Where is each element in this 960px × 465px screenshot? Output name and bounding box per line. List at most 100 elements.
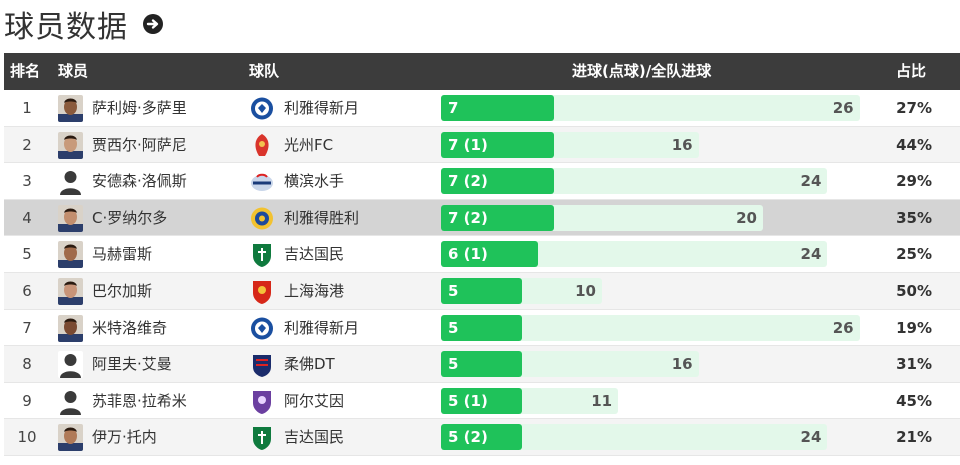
player-name-link[interactable]: 米特洛维奇	[92, 318, 168, 337]
team-name-link[interactable]: 阿尔艾因	[284, 391, 345, 410]
al-hilal-logo[interactable]	[249, 315, 275, 342]
team-name-link[interactable]: 吉达国民	[284, 245, 345, 264]
col-goals-header[interactable]: 进球(点球)/全队进球	[572, 62, 712, 80]
team-total-goals: 26	[832, 99, 854, 117]
team-total-goals: 10	[575, 281, 596, 300]
goal-share-pct: 45%	[896, 391, 932, 410]
johor-logo[interactable]	[249, 351, 275, 378]
player-avatar[interactable]	[58, 204, 83, 232]
team-total-goals: 24	[800, 172, 822, 191]
player-goals-bar: 5	[441, 351, 522, 378]
team-total-goals: 20	[736, 208, 757, 227]
al-ahli-logo[interactable]	[249, 241, 275, 268]
player-goals-bar: 5 (1)	[441, 387, 522, 414]
team-total-goals: 26	[832, 318, 854, 337]
col-rank-header[interactable]: 排名	[10, 62, 41, 80]
rank-cell: 7	[22, 318, 32, 337]
al-ahli-logo[interactable]	[249, 424, 275, 451]
player-name-link[interactable]: 马赫雷斯	[92, 245, 153, 264]
team-name-link[interactable]: 吉达国民	[284, 428, 345, 447]
table-header: 排名 球员 球队 进球(点球)/全队进球 占比	[4, 53, 960, 90]
player-avatar[interactable]	[58, 351, 83, 379]
player-stats-table: 排名 球员 球队 进球(点球)/全队进球 占比 1 萨利姆·多萨里 利雅得新月 7 26…	[4, 53, 960, 456]
team-name-link[interactable]: 利雅得新月	[284, 318, 360, 337]
table-row[interactable]: 7 米特洛维奇 利雅得新月 5 26 19%	[4, 310, 960, 347]
rank-cell: 4	[22, 208, 32, 227]
col-team-header[interactable]: 球队	[249, 62, 280, 80]
player-goals-bar: 5	[441, 277, 522, 304]
player-avatar[interactable]	[58, 314, 83, 342]
player-avatar[interactable]	[58, 277, 83, 305]
rank-cell: 8	[22, 355, 32, 374]
player-name-link[interactable]: 苏菲恩·拉希米	[92, 391, 187, 410]
table-row[interactable]: 4 C·罗纳尔多 利雅得胜利 7 (2) 20 35%	[4, 199, 960, 237]
player-goals-bar: 5 (2)	[441, 424, 522, 451]
table-row[interactable]: 6 巴尔加斯 上海海港 5 10 50%	[4, 272, 960, 310]
al-ain-logo[interactable]	[249, 388, 275, 415]
player-name-link[interactable]: 伊万·托内	[92, 428, 157, 447]
rank-cell: 1	[22, 99, 32, 117]
team-total-goals: 11	[591, 391, 613, 410]
table-body: 1 萨利姆·多萨里 利雅得新月 7 26 27% 2 贾西尔·阿萨尼 光州FC 7 (1) 16 44…	[4, 90, 960, 456]
table-row[interactable]: 9 苏菲恩·拉希米 阿尔艾因 5 (1) 11 45%	[4, 383, 960, 420]
goal-share-pct: 29%	[896, 172, 932, 191]
player-avatar[interactable]	[58, 424, 83, 452]
rank-cell: 9	[22, 391, 32, 410]
table-row[interactable]: 2 贾西尔·阿萨尼 光州FC 7 (1) 16 44%	[4, 126, 960, 164]
table-row[interactable]: 3 安德森·洛佩斯 横滨水手 7 (2) 24 29%	[4, 163, 960, 200]
page-title: 球员数据	[4, 10, 128, 45]
team-name-link[interactable]: 柔佛DT	[284, 355, 335, 374]
player-name-link[interactable]: 贾西尔·阿萨尼	[92, 135, 187, 154]
goal-share-pct: 44%	[896, 135, 932, 154]
goal-share-pct: 35%	[896, 208, 932, 227]
player-goals-bar: 5	[441, 314, 522, 341]
rank-cell: 10	[17, 428, 37, 447]
table-row[interactable]: 1 萨利姆·多萨里 利雅得新月 7 26 27%	[4, 90, 960, 127]
player-goals-bar: 7	[441, 95, 554, 121]
player-name-link[interactable]: 安德森·洛佩斯	[92, 172, 187, 191]
arrow-right-circle-icon[interactable]	[142, 13, 164, 35]
team-total-goals: 16	[671, 355, 693, 374]
team-name-link[interactable]: 光州FC	[284, 135, 334, 154]
player-avatar[interactable]	[58, 95, 83, 122]
player-avatar[interactable]	[58, 168, 83, 196]
team-total-goals: 24	[800, 428, 822, 447]
player-avatar[interactable]	[58, 131, 83, 159]
team-total-goals: 24	[800, 245, 822, 264]
col-pct-header[interactable]: 占比	[896, 62, 927, 80]
player-goals-bar: 7 (2)	[441, 204, 554, 231]
shanghai-port-logo[interactable]	[249, 278, 275, 305]
goal-share-pct: 21%	[896, 428, 932, 447]
goal-share-pct: 27%	[896, 99, 932, 117]
rank-cell: 2	[22, 135, 32, 154]
player-avatar[interactable]	[58, 241, 83, 269]
al-hilal-logo[interactable]	[249, 95, 275, 122]
yokohama-logo[interactable]	[249, 168, 275, 195]
goal-share-pct: 25%	[896, 245, 932, 264]
page-header: 球员数据	[4, 4, 164, 45]
table-row[interactable]: 8 阿里夫·艾曼 柔佛DT 5 16 31%	[4, 346, 960, 383]
player-goals-bar: 6 (1)	[441, 241, 538, 268]
player-name-link[interactable]: C·罗纳尔多	[92, 208, 168, 227]
gwangju-logo[interactable]	[249, 132, 275, 159]
goal-share-pct: 31%	[896, 355, 932, 374]
rank-cell: 5	[22, 245, 32, 264]
player-name-link[interactable]: 巴尔加斯	[92, 281, 153, 300]
al-nassr-logo[interactable]	[249, 205, 275, 232]
col-player-header[interactable]: 球员	[58, 62, 89, 80]
goal-share-pct: 50%	[896, 281, 932, 300]
table-row[interactable]: 5 马赫雷斯 吉达国民 6 (1) 24 25%	[4, 236, 960, 273]
player-avatar[interactable]	[58, 387, 83, 415]
player-name-link[interactable]: 萨利姆·多萨里	[92, 99, 187, 117]
team-name-link[interactable]: 利雅得胜利	[284, 208, 360, 227]
table-row[interactable]: 10 伊万·托内 吉达国民 5 (2) 24 21%	[4, 419, 960, 456]
team-name-link[interactable]: 横滨水手	[284, 172, 345, 191]
player-name-link[interactable]: 阿里夫·艾曼	[92, 355, 172, 374]
rank-cell: 3	[22, 172, 32, 191]
rank-cell: 6	[22, 281, 32, 300]
team-total-goals: 16	[671, 135, 693, 154]
team-name-link[interactable]: 利雅得新月	[284, 99, 360, 117]
player-goals-bar: 7 (1)	[441, 131, 554, 158]
goal-share-pct: 19%	[896, 318, 932, 337]
team-name-link[interactable]: 上海海港	[284, 281, 345, 300]
